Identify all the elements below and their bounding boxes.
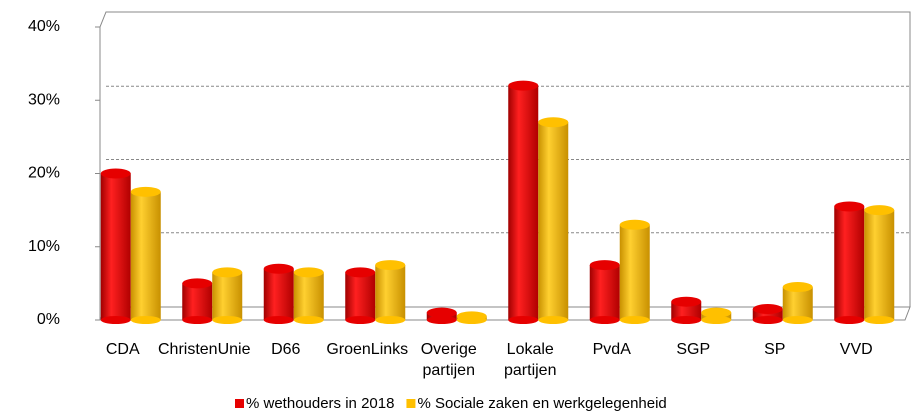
bar — [782, 287, 813, 320]
bar-bottom — [130, 316, 161, 324]
bar — [834, 206, 865, 320]
bar — [538, 122, 569, 320]
x-tick-label: D66 — [271, 341, 300, 358]
x-tick-label: GroenLinks — [326, 341, 408, 358]
bar-top — [508, 80, 539, 91]
bar-top — [701, 307, 732, 318]
x-tick-label: CDA — [106, 341, 140, 358]
bar — [752, 309, 783, 320]
y-tick-label: 10% — [28, 238, 60, 255]
bar — [619, 224, 650, 320]
x-tick-label: VVD — [840, 341, 873, 358]
bar — [375, 265, 406, 320]
bar-bottom — [182, 316, 213, 324]
x-tick-label: SP — [764, 341, 785, 358]
bar-bottom — [212, 316, 243, 324]
bar-bottom — [589, 316, 620, 324]
legend-swatch — [406, 399, 416, 408]
bar-top — [375, 260, 406, 271]
bar-bottom — [263, 316, 294, 324]
bar-bottom — [671, 316, 702, 324]
bar-top — [263, 263, 294, 274]
bar-top — [100, 168, 131, 179]
bar-bottom — [345, 316, 376, 324]
y-tick-label: 0% — [37, 311, 60, 328]
bar-bottom — [375, 316, 406, 324]
bar-bottom — [834, 316, 865, 324]
y-tick-label: 40% — [28, 18, 60, 35]
bar-top — [782, 282, 813, 293]
bar — [130, 191, 161, 320]
x-tick-label: Overige partijen — [421, 341, 477, 379]
bar-bottom — [619, 316, 650, 324]
bar-bottom — [293, 316, 324, 324]
bar-top — [671, 296, 702, 307]
bar — [508, 85, 539, 320]
bar-bottom — [782, 316, 813, 324]
bar-top — [834, 201, 865, 212]
bar-bottom — [508, 316, 539, 324]
bar-bottom — [538, 316, 569, 324]
bar-top — [589, 260, 620, 271]
bar-bottom — [752, 316, 783, 324]
bar-top — [182, 278, 213, 289]
bar-top — [426, 307, 457, 318]
bar — [345, 272, 376, 320]
x-tick-label: SGP — [676, 341, 710, 358]
bar-bottom — [456, 316, 487, 324]
bar — [263, 268, 294, 320]
bar — [589, 265, 620, 320]
bar-top — [345, 267, 376, 278]
legend-label: % Sociale zaken en werkgelegenheid — [417, 395, 666, 412]
x-tick-label: PvdA — [593, 341, 632, 358]
x-tick-label: Lokale partijen — [504, 341, 556, 379]
bar — [212, 272, 243, 320]
legend-label: % wethouders in 2018 — [246, 395, 394, 412]
bar-top — [538, 117, 569, 128]
bar-top — [619, 219, 650, 230]
wall — [99, 11, 911, 320]
bar-bottom — [864, 316, 895, 324]
bar-top — [752, 304, 783, 315]
legend-swatch — [235, 399, 244, 408]
bar-top — [293, 267, 324, 278]
bar — [293, 272, 324, 320]
bar — [182, 283, 213, 320]
bar-bottom — [701, 316, 732, 324]
bar — [100, 173, 131, 320]
bar-top — [212, 267, 243, 278]
x-tick-label: ChristenUnie — [158, 341, 251, 358]
bar-top — [864, 205, 895, 216]
bar-bottom — [426, 316, 457, 324]
y-tick-label: 30% — [28, 91, 60, 108]
y-tick-label: 20% — [28, 165, 60, 182]
bar-bottom — [100, 316, 131, 324]
bar — [671, 301, 702, 320]
bar-top — [130, 186, 161, 197]
bar — [864, 210, 895, 320]
